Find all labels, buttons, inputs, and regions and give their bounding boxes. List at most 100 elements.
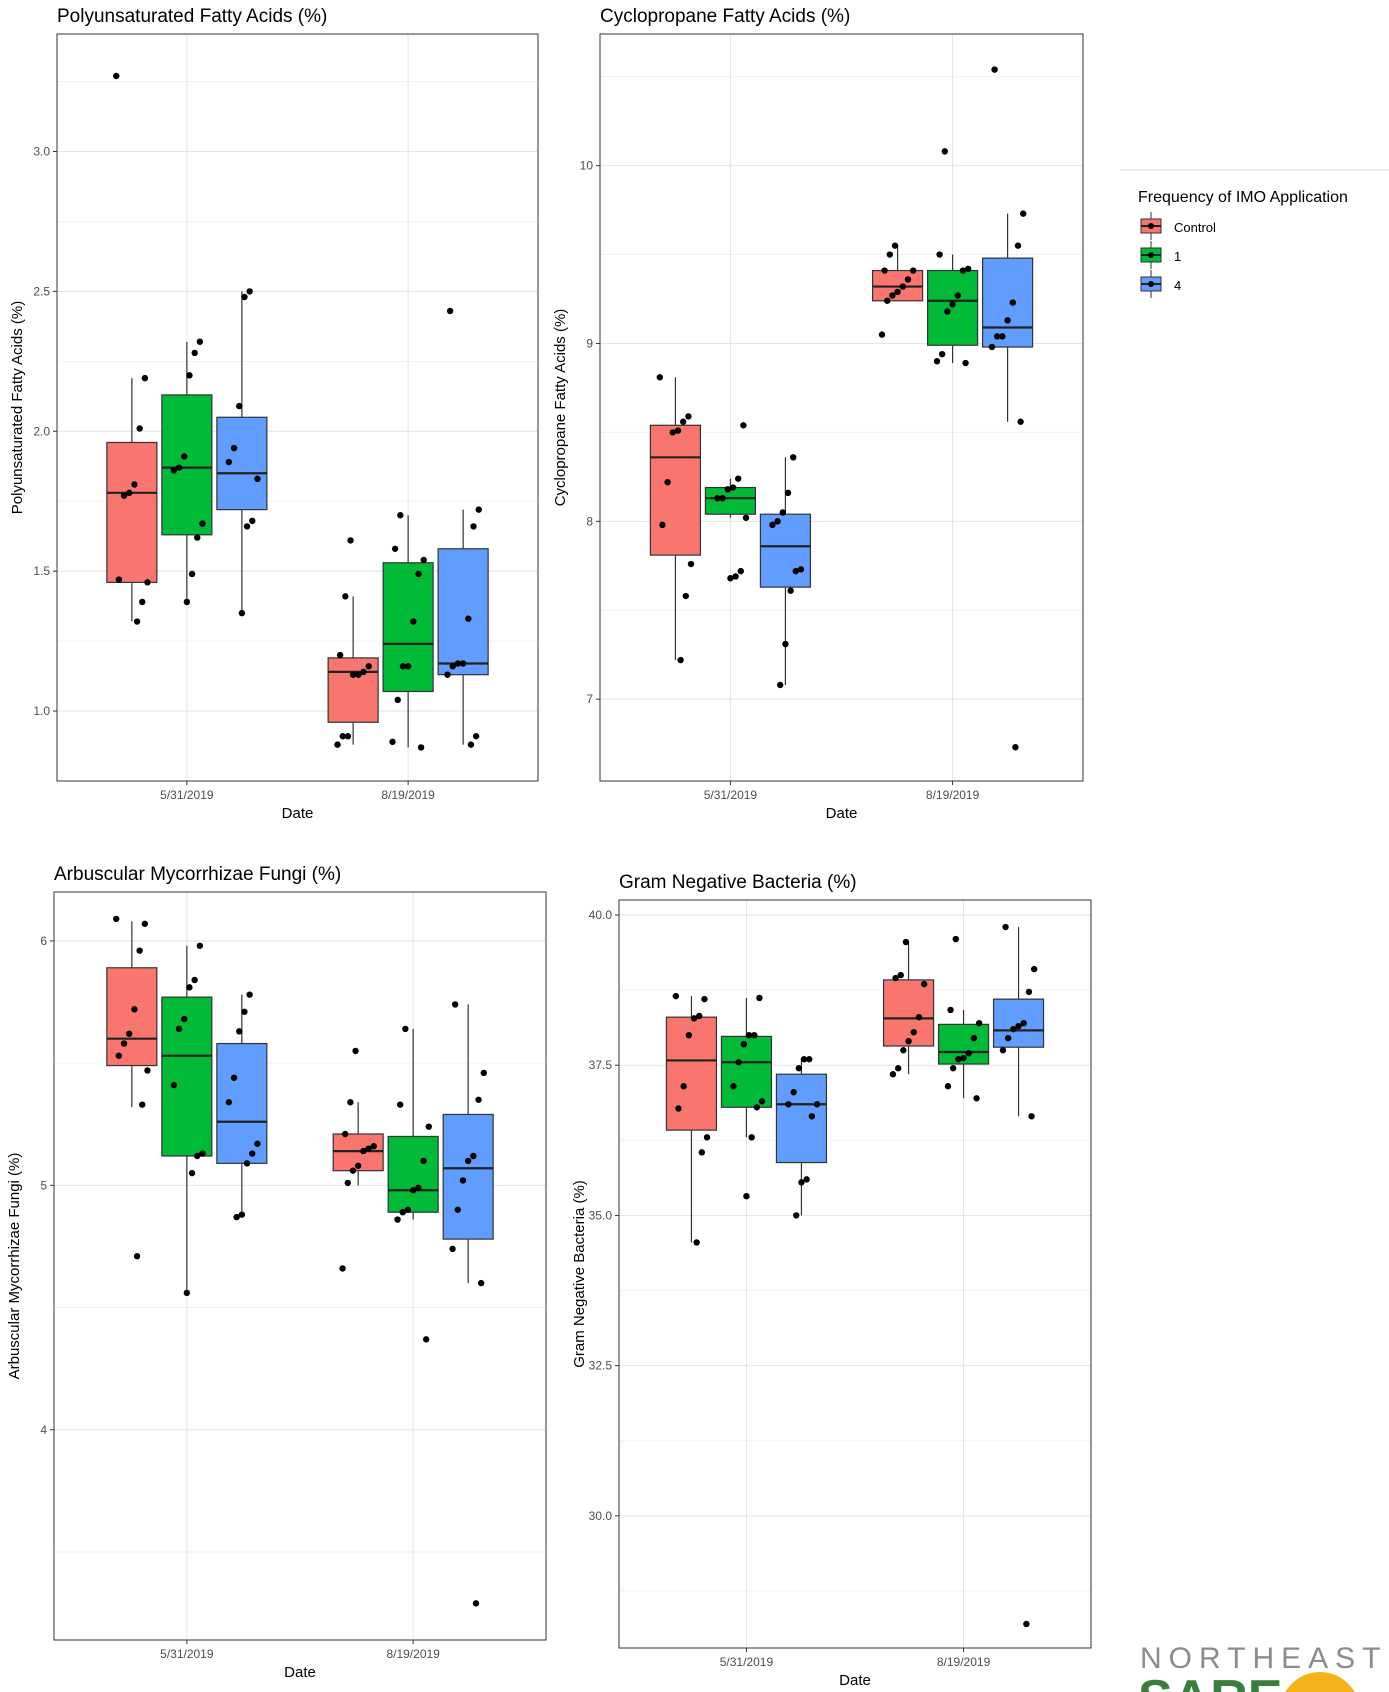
data-point [675, 1105, 682, 1112]
x-tick-label: 8/19/2019 [386, 1647, 440, 1661]
y-tick-label: 32.5 [589, 1359, 613, 1373]
data-point [360, 668, 367, 676]
data-point [425, 1123, 432, 1130]
data-point [970, 1034, 978, 1042]
data-point [897, 971, 904, 979]
data-point [183, 1289, 191, 1297]
data-point [952, 935, 959, 943]
data-point [973, 1095, 980, 1102]
data-point [669, 429, 677, 436]
data-point [422, 1336, 430, 1343]
x-axis-title: Date [826, 805, 858, 822]
data-point [249, 1150, 256, 1157]
data-point [899, 283, 906, 290]
data-point [756, 994, 763, 1002]
data-point [1010, 1025, 1017, 1033]
box-4-8/19/2019 [442, 1001, 494, 1607]
plot-border [618, 899, 1092, 1649]
legend-label-4: 4 [1174, 278, 1181, 293]
data-point [795, 1065, 803, 1072]
data-point [420, 1157, 427, 1165]
data-point [975, 1019, 983, 1027]
data-point [886, 251, 893, 258]
y-tick-label: 37.5 [589, 1058, 613, 1072]
data-point [698, 1149, 706, 1156]
y-tick-label: 2.0 [33, 424, 50, 438]
data-point [797, 566, 805, 573]
box-body [216, 1042, 268, 1164]
box-control-8/19/2019 [332, 1047, 384, 1272]
x-tick-label: 8/19/2019 [937, 1655, 991, 1669]
box-body [704, 486, 757, 515]
box-body [332, 1133, 384, 1172]
data-point [959, 267, 967, 274]
data-point [394, 1216, 401, 1223]
data-point [141, 920, 149, 927]
data-point [798, 1179, 805, 1186]
data-point [774, 518, 781, 525]
data-point [960, 1054, 967, 1062]
data-point [1019, 210, 1027, 217]
data-point [910, 1028, 917, 1036]
data-point [181, 453, 188, 460]
data-point [236, 402, 243, 410]
data-point [196, 338, 204, 345]
data-point [170, 467, 178, 474]
data-point [238, 609, 246, 617]
box-1-5/31/2019 [161, 338, 213, 606]
box-body [775, 1073, 828, 1164]
data-point [409, 1187, 417, 1194]
data-point [133, 618, 141, 625]
data-point [243, 523, 251, 530]
data-point [777, 681, 784, 689]
data-point [965, 1050, 972, 1057]
y-axis-title: Arbuscular Mycorrhizae Fungi (%) [6, 1153, 23, 1380]
legend-item-4: 4 [1140, 270, 1181, 298]
logo-sun-icon [1285, 1672, 1355, 1692]
data-point [344, 1179, 351, 1187]
data-point [745, 1031, 753, 1039]
data-point [459, 1177, 467, 1184]
data-point [347, 537, 354, 544]
data-point [241, 1008, 248, 1015]
data-point [806, 1056, 813, 1063]
data-point [464, 1157, 472, 1165]
data-point [355, 671, 362, 678]
legend-title: Frequency of IMO Application [1138, 189, 1348, 206]
y-tick-label: 1.0 [33, 704, 50, 718]
data-point [254, 1140, 261, 1147]
data-point [889, 1071, 897, 1078]
data-point [120, 492, 128, 499]
data-point [909, 267, 917, 274]
data-point [246, 288, 253, 295]
data-point [808, 1113, 816, 1120]
data-point [459, 660, 467, 667]
data-point [800, 1056, 808, 1063]
data-point [175, 464, 183, 471]
data-point [900, 1047, 907, 1054]
data-point [194, 534, 201, 541]
data-point [472, 1600, 480, 1607]
data-point [399, 663, 407, 670]
data-point [672, 992, 680, 1000]
box-body [882, 979, 935, 1047]
y-tick-label: 5 [40, 1178, 47, 1192]
data-point [449, 663, 456, 670]
data-point [365, 663, 372, 670]
data-point [243, 1160, 251, 1167]
data-point [680, 1083, 687, 1090]
y-tick-label: 3.0 [33, 145, 50, 159]
box-1-8/19/2019 [937, 935, 990, 1102]
data-point [690, 1015, 698, 1022]
y-tick-label: 30.0 [589, 1509, 613, 1523]
data-point [120, 1040, 128, 1047]
box-1-8/19/2019 [387, 1025, 439, 1343]
data-point [735, 1059, 742, 1066]
data-point [730, 1083, 737, 1090]
data-point [467, 741, 475, 748]
data-point [404, 1206, 412, 1213]
data-point [238, 1211, 246, 1218]
box-body [161, 394, 213, 536]
data-point [339, 1265, 346, 1272]
y-tick-label: 40.0 [589, 908, 613, 922]
